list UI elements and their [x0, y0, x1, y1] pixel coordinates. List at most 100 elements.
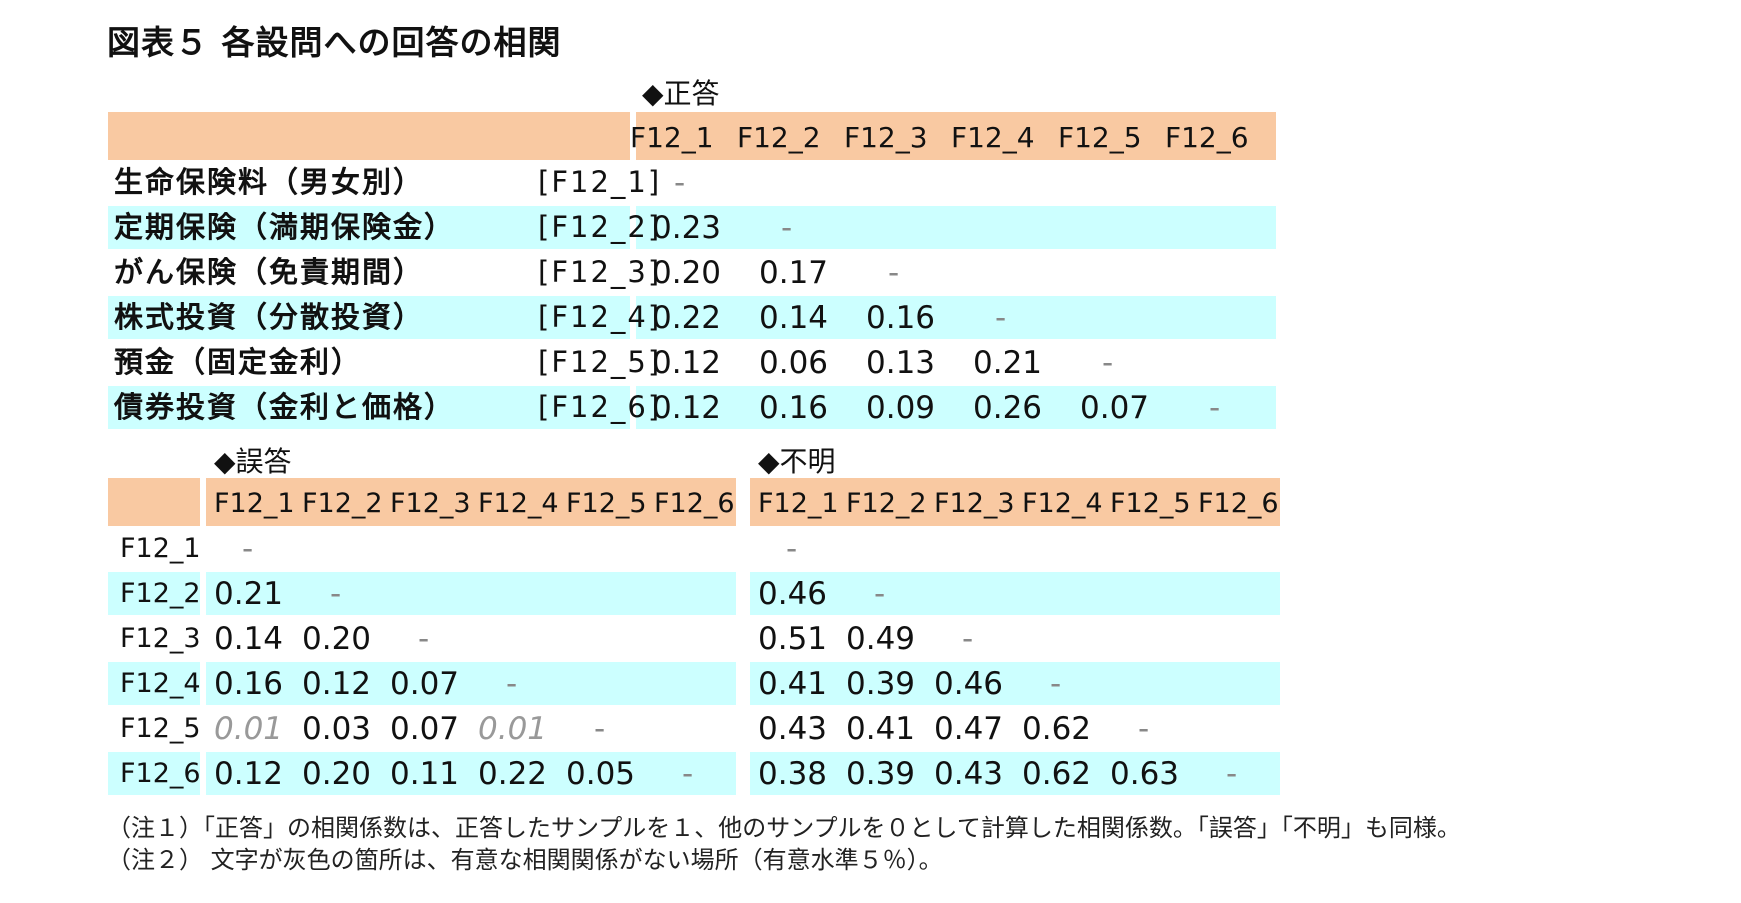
diagonal-dash: - — [674, 165, 686, 201]
correlation-value: 0.14 — [214, 621, 284, 657]
row-band-values — [206, 662, 736, 705]
column-header: F12_2 — [846, 488, 927, 519]
row-label: F12_1 — [120, 533, 201, 564]
correlation-value: 0.22 — [652, 300, 722, 336]
row-label: 定期保険（満期保険金） — [114, 205, 455, 250]
diagonal-dash: - — [1102, 345, 1114, 381]
diagonal-dash: - — [995, 300, 1007, 336]
correlation-value: 0.43 — [934, 756, 1004, 792]
row-label: F12_5 — [120, 713, 201, 744]
correlation-value: 0.07 — [1080, 390, 1150, 426]
correlation-value: 0.62 — [1022, 711, 1092, 747]
row-band-values — [750, 752, 1280, 795]
column-header: F12_6 — [654, 488, 735, 519]
correlation-value: 0.07 — [390, 711, 460, 747]
row-label: F12_3 — [120, 623, 201, 654]
correlation-value: 0.01 — [214, 711, 284, 747]
column-header: F12_6 — [1198, 488, 1279, 519]
diagonal-dash: - — [874, 576, 886, 612]
correlation-value: 0.01 — [478, 711, 548, 747]
row-label: 株式投資（分散投資） — [114, 295, 424, 340]
note-2: （注２） 文字が灰色の箇所は、有意な相関関係がない場所（有意水準５％）。 — [107, 846, 943, 874]
correlation-value: 0.63 — [1110, 756, 1180, 792]
row-label: 生命保険料（男女別） — [114, 160, 424, 205]
wrong-section-title: ◆誤答 — [214, 445, 292, 478]
row-label: 債券投資（金利と価格） — [114, 385, 455, 430]
diagonal-dash: - — [786, 531, 798, 567]
column-header: F12_1 — [214, 488, 295, 519]
figure-title: 図表５ 各設問への回答の相関 — [107, 23, 562, 62]
correlation-value: 0.49 — [846, 621, 916, 657]
correlation-value: 0.20 — [302, 621, 372, 657]
correlation-value: 0.12 — [652, 390, 722, 426]
correlation-value: 0.14 — [759, 300, 829, 336]
row-question: 預金（固定金利） — [114, 345, 363, 379]
row-label: F12_2 — [120, 578, 201, 609]
correlation-value: 0.12 — [652, 345, 722, 381]
row-label: F12_4 — [120, 668, 201, 699]
diagonal-dash: - — [506, 666, 518, 702]
correlation-value: 0.07 — [390, 666, 460, 702]
diagonal-dash: - — [962, 621, 974, 657]
diagonal-dash: - — [418, 621, 430, 657]
column-header: F12_5 — [566, 488, 647, 519]
correlation-value: 0.51 — [758, 621, 828, 657]
column-header: F12_2 — [737, 121, 821, 154]
diagonal-dash: - — [682, 756, 694, 792]
row-code: [F12_5] — [538, 345, 662, 379]
row-code: [F12_4] — [538, 300, 662, 334]
diagonal-dash: - — [1050, 666, 1062, 702]
column-header: F12_6 — [1165, 121, 1249, 154]
correlation-value: 0.06 — [759, 345, 829, 381]
header-bar-labels — [108, 112, 630, 160]
row-band-label — [108, 206, 630, 249]
column-header: F12_4 — [1022, 488, 1103, 519]
correlation-value: 0.16 — [759, 390, 829, 426]
row-label: F12_6 — [120, 758, 201, 789]
correlation-value: 0.62 — [1022, 756, 1092, 792]
column-header: F12_1 — [758, 488, 839, 519]
row-band-values — [750, 662, 1280, 705]
row-code: [F12_1] — [538, 165, 662, 199]
row-label: がん保険（免責期間） — [114, 250, 424, 295]
correlation-value: 0.38 — [758, 756, 828, 792]
diagonal-dash: - — [242, 531, 254, 567]
row-band-label — [108, 296, 630, 339]
correlation-value: 0.41 — [846, 711, 916, 747]
note-1: （注１）「正答」の相関係数は、正答したサンプルを１、他のサンプルを０として計算し… — [107, 814, 1461, 842]
column-header: F12_1 — [630, 121, 714, 154]
column-header: F12_2 — [302, 488, 383, 519]
column-header: F12_3 — [390, 488, 471, 519]
correlation-value: 0.41 — [758, 666, 828, 702]
correlation-value: 0.13 — [866, 345, 936, 381]
diagonal-dash: - — [781, 210, 793, 246]
column-header: F12_4 — [951, 121, 1035, 154]
diagonal-dash: - — [1209, 390, 1221, 426]
diagonal-dash: - — [330, 576, 342, 612]
diagonal-dash: - — [1226, 756, 1238, 792]
row-label: 預金（固定金利） — [114, 340, 362, 385]
correlation-value: 0.46 — [758, 576, 828, 612]
correlation-value: 0.20 — [652, 255, 722, 291]
correlation-value: 0.12 — [302, 666, 372, 702]
correlation-value: 0.21 — [973, 345, 1043, 381]
column-header: F12_5 — [1058, 121, 1142, 154]
row-band-label — [108, 752, 200, 795]
header-bar-columns — [750, 478, 1280, 526]
correlation-value: 0.22 — [478, 756, 548, 792]
row-question: 定期保険（満期保険金） — [114, 210, 456, 244]
row-band-label — [108, 572, 200, 615]
correlation-value: 0.23 — [652, 210, 722, 246]
correlation-value: 0.17 — [759, 255, 829, 291]
row-band-values — [636, 296, 1276, 339]
correlation-value: 0.21 — [214, 576, 284, 612]
column-header: F12_3 — [934, 488, 1015, 519]
correlation-value: 0.12 — [214, 756, 284, 792]
correlation-value: 0.39 — [846, 666, 916, 702]
correlation-value: 0.39 — [846, 756, 916, 792]
row-band-label — [108, 662, 200, 705]
row-band-values — [636, 206, 1276, 249]
header-bar-columns — [206, 478, 736, 526]
row-band-values — [750, 572, 1280, 615]
row-question: 生命保険料（男女別） — [114, 165, 425, 199]
